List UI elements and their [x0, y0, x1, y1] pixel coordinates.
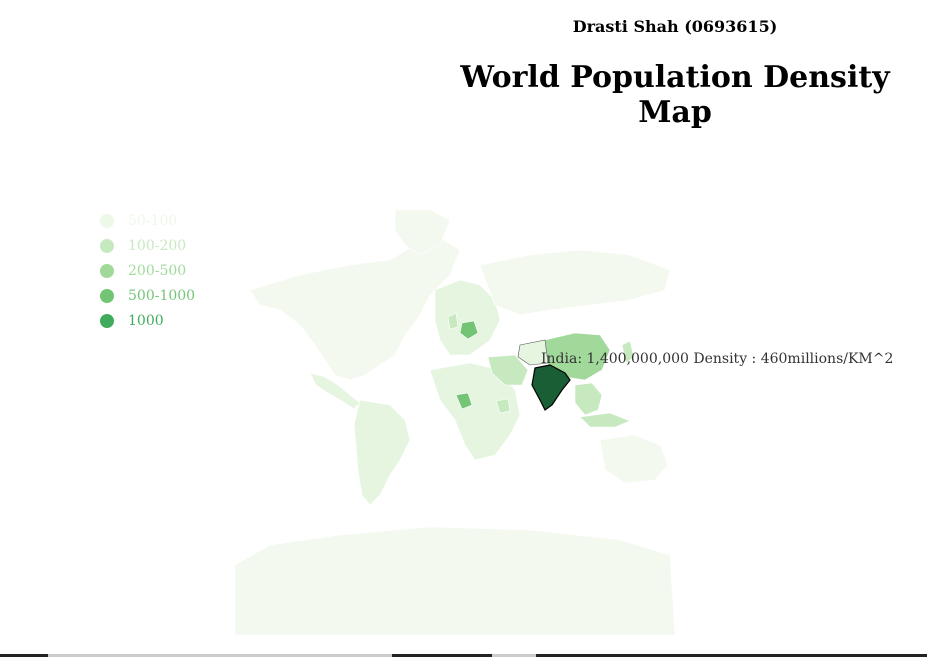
legend-label: 200-500: [128, 262, 187, 279]
region-europe[interactable]: [434, 279, 501, 356]
legend-swatch-icon: [100, 238, 114, 253]
region-southeast-asia[interactable]: [574, 382, 603, 416]
region-indonesia[interactable]: [579, 412, 631, 428]
legend-item: 100-200: [100, 233, 195, 258]
region-australia[interactable]: [599, 434, 669, 484]
region-north-america[interactable]: [249, 234, 461, 381]
legend-swatch-icon: [100, 213, 114, 228]
region-middle-east[interactable]: [487, 354, 529, 386]
tooltip: India: 1,400,000,000 Density : 460millio…: [541, 351, 894, 367]
legend-swatch-icon: [100, 263, 114, 278]
region-greenland[interactable]: [394, 209, 451, 256]
author-label: Drasti Shah (0693615): [572, 17, 778, 36]
region-central-america[interactable]: [309, 372, 361, 410]
region-russia[interactable]: [479, 249, 671, 316]
legend-item: 50-100: [100, 208, 195, 233]
region-antarctica[interactable]: [234, 526, 676, 635]
legend-label: 1000: [128, 312, 164, 329]
bottom-scrollbar[interactable]: [0, 654, 927, 657]
legend-item: 200-500: [100, 258, 195, 283]
legend-label: 500-1000: [128, 287, 196, 304]
region-japan[interactable]: [621, 340, 635, 364]
legend-label: 50-100: [128, 212, 178, 229]
region-ethiopia[interactable]: [495, 398, 511, 414]
legend: 50-100 100-200 200-500 500-1000 1000: [100, 208, 195, 333]
page-title: World Population Density Map: [460, 60, 890, 130]
region-germany[interactable]: [459, 320, 479, 340]
legend-item: 1000: [100, 308, 195, 333]
region-nigeria[interactable]: [455, 392, 473, 410]
legend-swatch-icon: [100, 288, 114, 303]
region-india[interactable]: [531, 364, 571, 411]
region-uk[interactable]: [447, 312, 459, 330]
legend-swatch-icon: [100, 313, 114, 328]
legend-label: 100-200: [128, 237, 187, 254]
world-map[interactable]: [230, 205, 680, 635]
legend-item: 500-1000: [100, 283, 195, 308]
region-central-asia[interactable]: [517, 339, 549, 366]
region-south-america[interactable]: [353, 399, 411, 506]
